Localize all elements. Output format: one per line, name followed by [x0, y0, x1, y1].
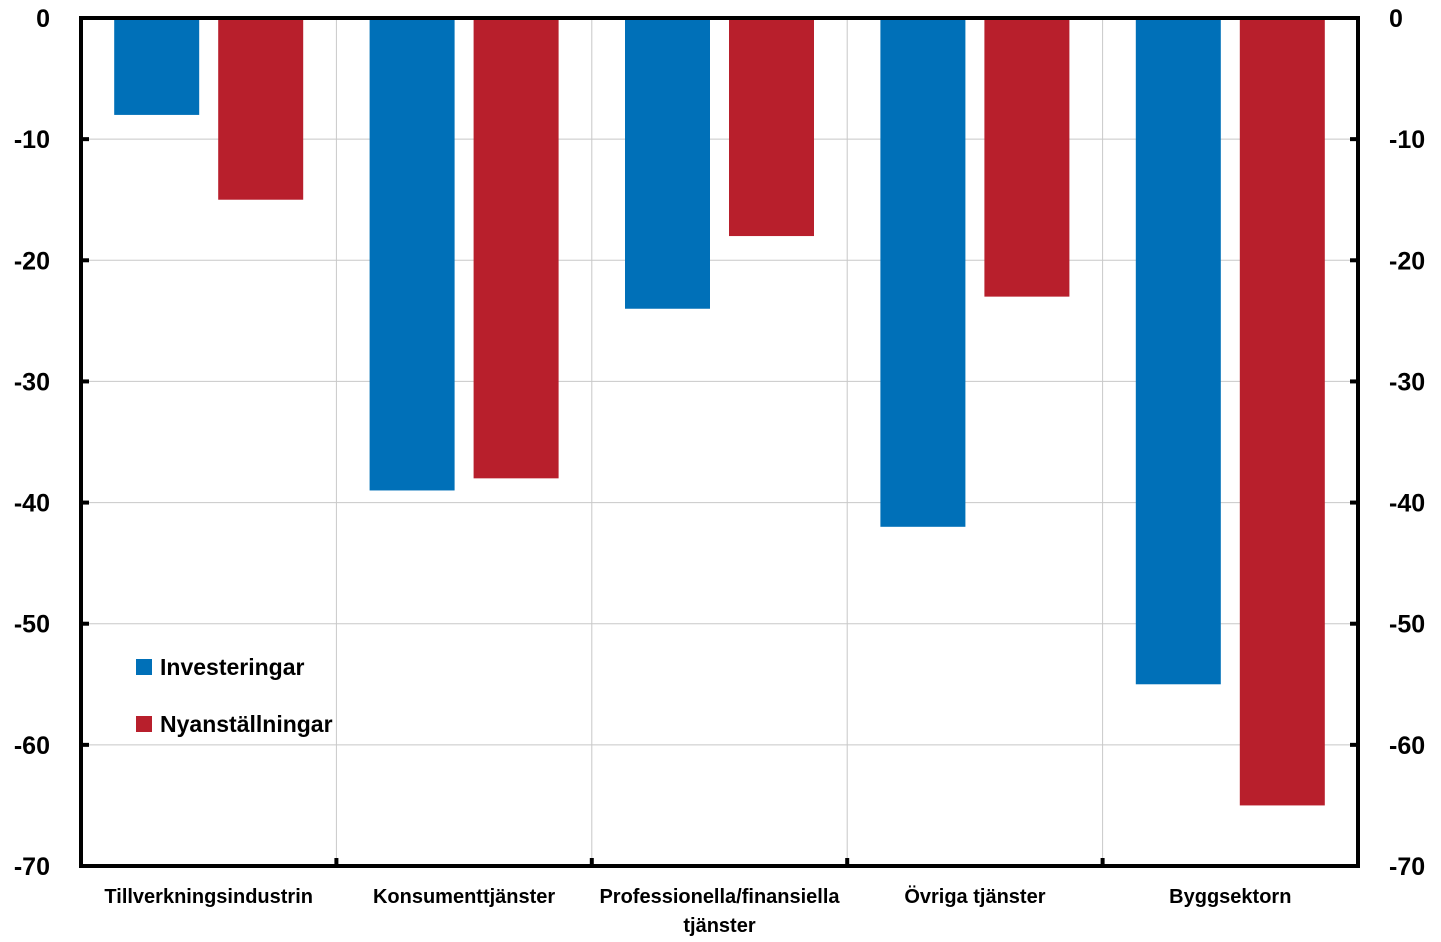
y-tick-label-right: 0 — [1389, 5, 1403, 33]
bar-layer — [114, 18, 1325, 806]
bar-investeringar-5 — [1135, 18, 1221, 685]
y-tick-label-right: -70 — [1389, 853, 1425, 881]
bar-nyanställningar-3 — [729, 18, 814, 237]
y-tick-label-left: -30 — [14, 368, 50, 396]
y-tick-label-right: -20 — [1389, 247, 1425, 275]
y-tick-label-right: -40 — [1389, 490, 1425, 518]
y-tick-label-right: -50 — [1389, 611, 1425, 639]
x-tick-label: Tillverkningsindustrin — [104, 886, 313, 908]
bar-investeringar-2 — [369, 18, 455, 491]
legend-label-nyanställningar: Nyanställningar — [160, 711, 333, 737]
bar-nyanställningar-5 — [1239, 18, 1325, 806]
legend-label-investeringar: Investeringar — [160, 654, 304, 680]
bar-investeringar-1 — [114, 18, 200, 115]
bar-investeringar-3 — [625, 18, 710, 309]
y-tick-label-right: -30 — [1389, 368, 1425, 396]
bar-nyanställningar-4 — [984, 18, 1070, 297]
legend: Investeringar Nyanställningar — [136, 654, 333, 737]
x-tick-label: tjänster — [683, 915, 755, 937]
x-tick-label: Konsumenttjänster — [373, 886, 555, 908]
bar-investeringar-4 — [880, 18, 966, 527]
x-tick-label: Byggsektorn — [1169, 886, 1291, 908]
bar-nyanställningar-1 — [218, 18, 304, 200]
y-tick-label-left: -60 — [14, 732, 50, 760]
y-tick-label-left: -40 — [14, 490, 50, 518]
x-tick-label: Övriga tjänster — [904, 885, 1045, 908]
label-layer: 0 0 -10 -10 -20 -20 -30 -30 -40 -40 -50 -50 -60 -60 -7… — [14, 5, 1425, 937]
axis-layer — [79, 16, 1360, 868]
y-tick-label-left: -10 — [14, 126, 50, 154]
x-tick-label: Professionella/finansiella — [599, 886, 840, 908]
y-tick-label-left: 0 — [36, 5, 50, 33]
y-tick-label-right: -60 — [1389, 732, 1425, 760]
y-tick-label-left: -70 — [14, 853, 50, 881]
y-tick-label-left: -20 — [14, 247, 50, 275]
legend-swatch-investeringar — [136, 659, 152, 675]
y-tick-label-left: -50 — [14, 611, 50, 639]
y-tick-label-right: -10 — [1389, 126, 1425, 154]
legend-swatch-nyanställningar — [136, 716, 152, 732]
bar-nyanställningar-2 — [473, 18, 559, 479]
